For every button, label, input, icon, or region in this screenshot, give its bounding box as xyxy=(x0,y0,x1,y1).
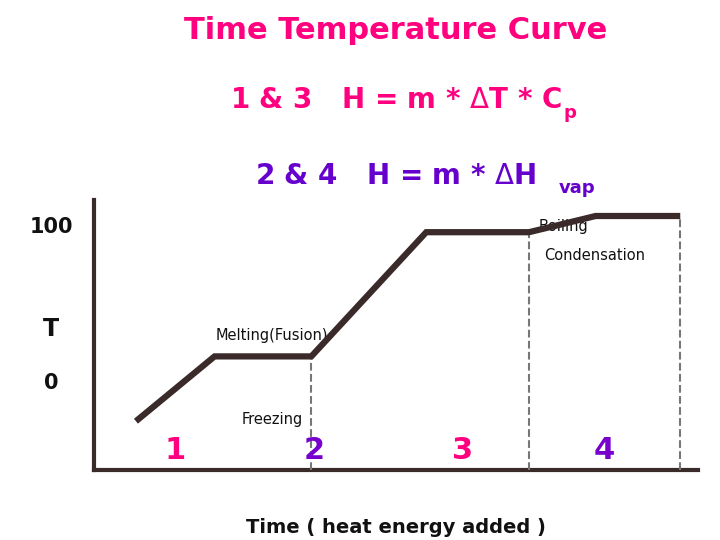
Text: 2 & 4   H = m * $\Delta$H: 2 & 4 H = m * $\Delta$H xyxy=(256,162,536,190)
Text: Condensation: Condensation xyxy=(544,248,645,264)
Text: T: T xyxy=(43,318,59,341)
Text: 0: 0 xyxy=(44,373,58,394)
Text: 1: 1 xyxy=(165,436,186,465)
Text: 2: 2 xyxy=(304,436,325,465)
Text: p: p xyxy=(563,104,576,122)
Text: 4: 4 xyxy=(594,436,616,465)
Text: Melting(Fusion): Melting(Fusion) xyxy=(216,328,328,343)
Text: Freezing: Freezing xyxy=(241,411,302,427)
Text: Boiling: Boiling xyxy=(538,219,588,234)
Text: vap: vap xyxy=(559,179,595,197)
Text: 3: 3 xyxy=(452,436,473,465)
Text: Time Temperature Curve: Time Temperature Curve xyxy=(184,16,608,45)
Text: Time ( heat energy added ): Time ( heat energy added ) xyxy=(246,518,546,537)
Text: 100: 100 xyxy=(30,217,73,237)
Text: 1 & 3   H = m * $\Delta$T * C: 1 & 3 H = m * $\Delta$T * C xyxy=(230,86,562,114)
